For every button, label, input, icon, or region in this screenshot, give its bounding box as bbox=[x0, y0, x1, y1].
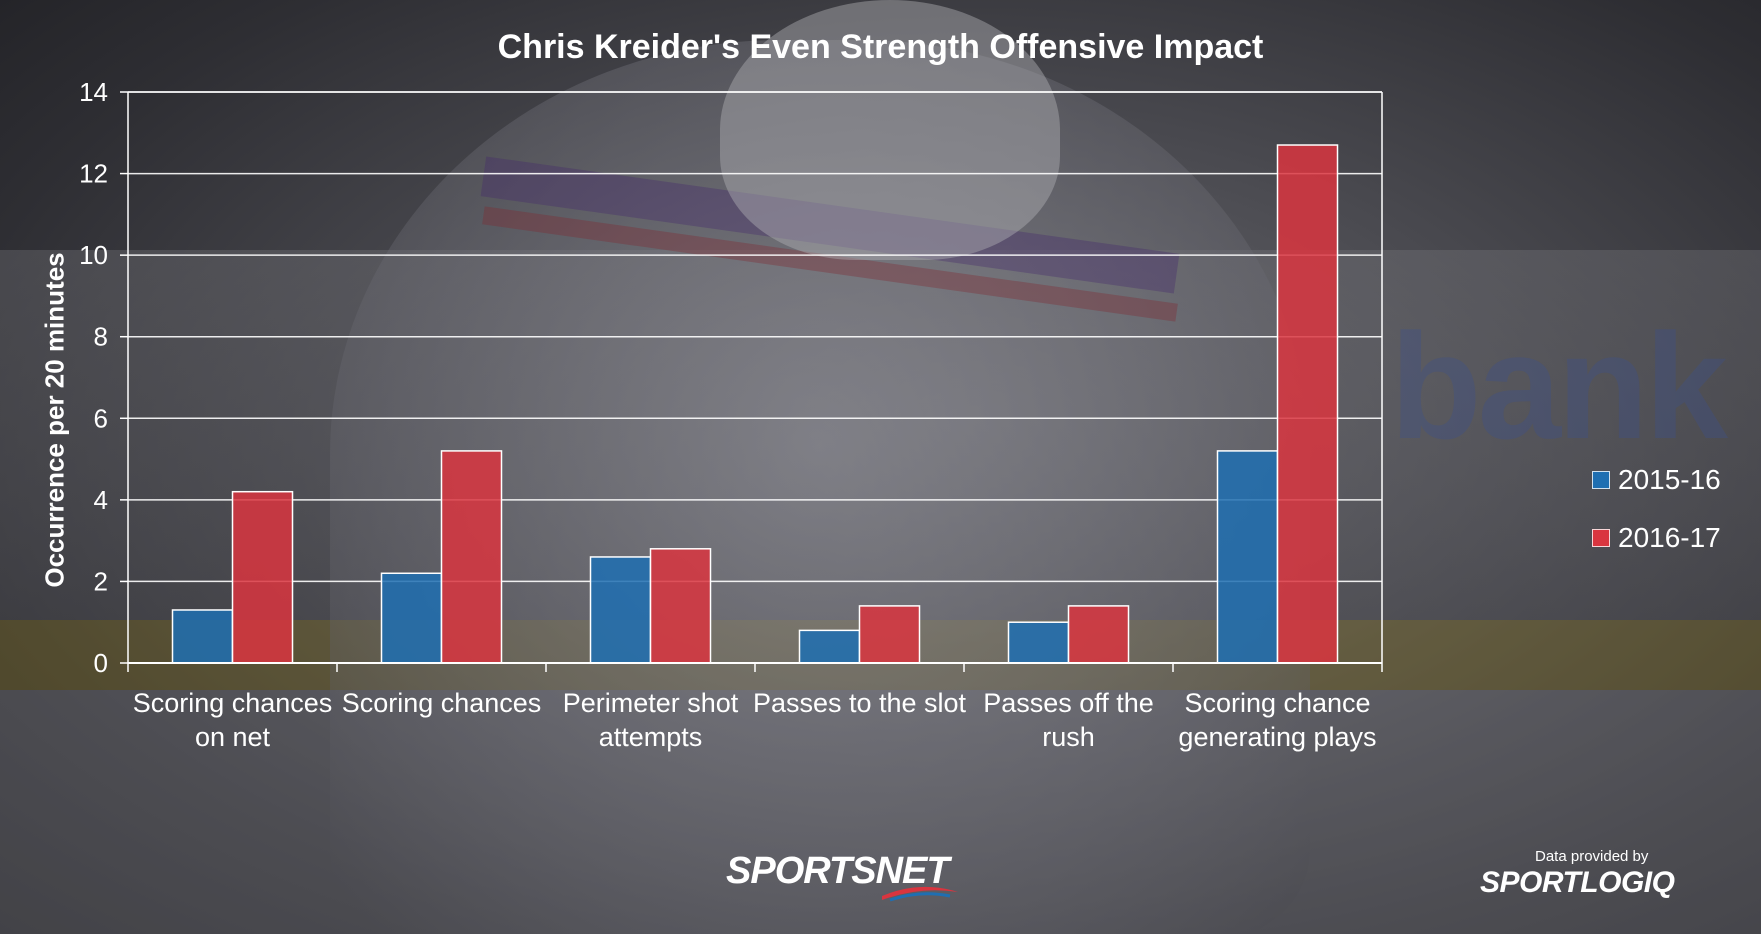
background-helmet bbox=[720, 0, 1060, 260]
x-tick-label: Perimeter shot attempts bbox=[563, 688, 739, 752]
bar-2015-16-5 bbox=[1216, 450, 1279, 664]
legend-item-2015-16: 2015-16 bbox=[1592, 460, 1721, 500]
y-tick-label: 10 bbox=[79, 240, 108, 270]
sportsnet-logo: SPORTSNET bbox=[726, 850, 950, 892]
y-tick-label: 14 bbox=[79, 77, 108, 107]
y-tick-label: 12 bbox=[79, 159, 108, 189]
x-tick-label: Passes to the slot bbox=[753, 688, 967, 718]
legend-item-2016-17: 2016-17 bbox=[1592, 518, 1721, 558]
legend-label-2016-17: 2016-17 bbox=[1618, 522, 1721, 553]
y-axis-label: Occurrence per 20 minutes bbox=[39, 252, 70, 588]
chart-title: Chris Kreider's Even Strength Offensive … bbox=[497, 28, 1264, 66]
sportlogiq-logo: SPORTLOGIQ bbox=[1480, 866, 1675, 899]
x-tick-label: Scoring chances on net bbox=[133, 688, 333, 752]
x-tick-label: Scoring chances bbox=[342, 688, 542, 718]
legend-swatch-2015-16 bbox=[1592, 471, 1610, 489]
data-provided-by-text: Data provided by bbox=[1535, 848, 1649, 865]
bar-2016-17-3 bbox=[858, 605, 921, 664]
bar-2016-17-5 bbox=[1276, 144, 1339, 664]
bar-2016-17-1 bbox=[440, 450, 503, 664]
y-tick-label: 8 bbox=[94, 322, 108, 352]
bar-2015-16-1 bbox=[380, 572, 443, 664]
background-board-text: bank bbox=[1390, 302, 1728, 470]
legend-label-2015-16: 2015-16 bbox=[1618, 464, 1721, 495]
bar-2015-16-4 bbox=[1007, 621, 1070, 664]
y-tick-label: 4 bbox=[94, 485, 108, 515]
bar-2016-17-2 bbox=[649, 548, 712, 664]
y-tick-label: 2 bbox=[94, 566, 108, 596]
bar-2015-16-2 bbox=[589, 556, 652, 664]
legend: 2015-16 2016-17 bbox=[1592, 460, 1721, 576]
y-tick-label: 6 bbox=[94, 403, 108, 433]
y-tick-label: 0 bbox=[94, 648, 108, 678]
x-tick-label: Passes off the rush bbox=[983, 688, 1154, 752]
sportsnet-swoosh-icon bbox=[882, 886, 958, 902]
x-tick-label: Scoring chance generating plays bbox=[1178, 688, 1376, 752]
bar-2015-16-3 bbox=[798, 629, 861, 664]
bar-2016-17-0 bbox=[231, 490, 294, 664]
bar-2016-17-4 bbox=[1067, 605, 1130, 664]
legend-swatch-2016-17 bbox=[1592, 529, 1610, 547]
bar-2015-16-0 bbox=[171, 609, 234, 664]
